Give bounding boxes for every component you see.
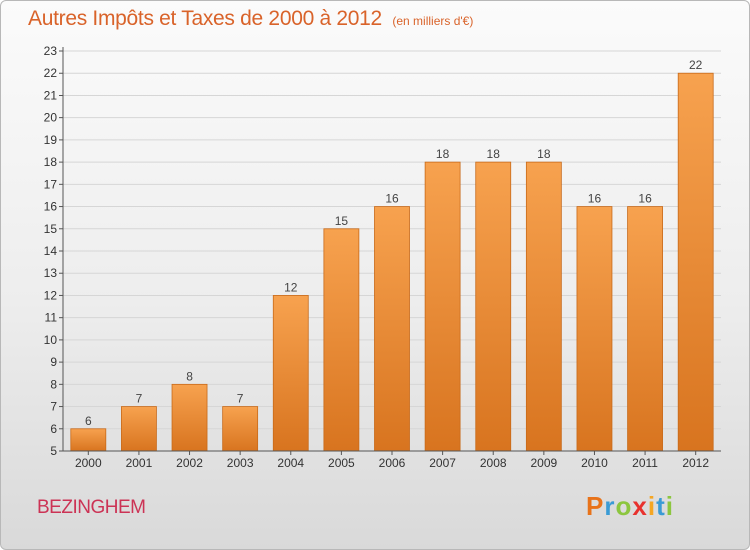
logo-letter: P — [586, 491, 605, 521]
x-tick-label: 2004 — [277, 456, 304, 470]
chart-unit: (en milliers d'€) — [392, 14, 474, 28]
bar-2001 — [121, 406, 157, 452]
y-tick-label: 17 — [44, 177, 58, 191]
x-tick-label: 2009 — [530, 456, 557, 470]
bar-2010 — [576, 206, 613, 452]
labels: 5 6 7 8 9 10 11 12 13 14 15 16 17 18 19 20 21 22 23 6 2000 7 2… — [44, 44, 710, 470]
y-tick-label: 19 — [44, 133, 58, 147]
axes — [59, 47, 721, 455]
x-tick-label: 2010 — [581, 456, 608, 470]
bar-value-label: 6 — [85, 414, 92, 428]
y-tick-label: 23 — [44, 44, 58, 58]
bar-value-label: 7 — [136, 392, 143, 406]
logo-letter: o — [615, 491, 633, 521]
y-tick-label: 22 — [44, 66, 58, 80]
bars — [70, 72, 714, 452]
y-tick-label: 15 — [44, 222, 58, 236]
x-tick-label: 2000 — [75, 456, 102, 470]
bar-2012 — [677, 72, 714, 452]
commune-name: BEZINGHEM — [37, 497, 146, 518]
logo-letter: x — [632, 491, 648, 521]
y-tick-label: 13 — [44, 266, 58, 280]
x-tick-label: 2011 — [632, 456, 658, 470]
y-tick-label: 6 — [50, 422, 57, 436]
bar-value-label: 18 — [537, 147, 551, 161]
y-tick-label: 10 — [44, 333, 58, 347]
bar-value-label: 16 — [638, 192, 652, 206]
y-tick-label: 20 — [44, 111, 58, 125]
chart-title-block: Autres Impôts et Taxes de 2000 à 2012 (e… — [28, 7, 473, 31]
bar-value-label: 15 — [335, 214, 349, 228]
bar-2000 — [70, 428, 107, 452]
bar-2008 — [475, 161, 512, 452]
y-tick-label: 16 — [44, 200, 58, 214]
y-tick-label: 9 — [50, 355, 57, 369]
bar-value-label: 7 — [237, 392, 244, 406]
bar-value-label: 22 — [689, 58, 703, 72]
logo-letter: t — [656, 491, 666, 521]
bar-2003 — [222, 406, 259, 452]
bar-value-label: 18 — [436, 147, 450, 161]
bar-value-label: 16 — [385, 192, 399, 206]
bar-value-label: 12 — [284, 280, 298, 294]
y-tick-label: 8 — [50, 377, 57, 391]
y-tick-label: 21 — [44, 88, 58, 102]
logo-letter: i — [647, 491, 657, 521]
bar-2005 — [323, 228, 360, 452]
bar-2004 — [272, 295, 309, 452]
bar-value-label: 18 — [487, 147, 501, 161]
x-tick-label: 2003 — [227, 456, 254, 470]
x-tick-label: 2008 — [480, 456, 507, 470]
y-tick-label: 12 — [44, 288, 58, 302]
y-tick-label: 18 — [44, 155, 58, 169]
y-tick-label: 7 — [50, 400, 57, 414]
y-tick-label: 11 — [45, 311, 58, 325]
bar-value-label: 16 — [588, 192, 602, 206]
x-tick-label: 2002 — [176, 456, 203, 470]
logo-letter: i — [665, 491, 674, 521]
x-tick-label: 2012 — [682, 456, 709, 470]
bar-2011 — [627, 206, 663, 452]
bar-2007 — [424, 161, 461, 452]
bar-value-label: 8 — [186, 369, 193, 383]
chart-title: Autres Impôts et Taxes de 2000 à 2012 — [28, 7, 382, 30]
proxiti-logo: Proxiti — [586, 491, 674, 522]
bar-2002 — [171, 383, 208, 452]
logo-letter: r — [604, 491, 616, 521]
x-tick-label: 2006 — [379, 456, 406, 470]
bar-2006 — [374, 206, 410, 452]
bar-2009 — [525, 161, 562, 452]
x-tick-label: 2005 — [328, 456, 355, 470]
x-tick-label: 2001 — [126, 456, 153, 470]
y-tick-label: 5 — [50, 444, 57, 458]
x-tick-label: 2007 — [429, 456, 456, 470]
y-tick-label: 14 — [44, 244, 58, 258]
